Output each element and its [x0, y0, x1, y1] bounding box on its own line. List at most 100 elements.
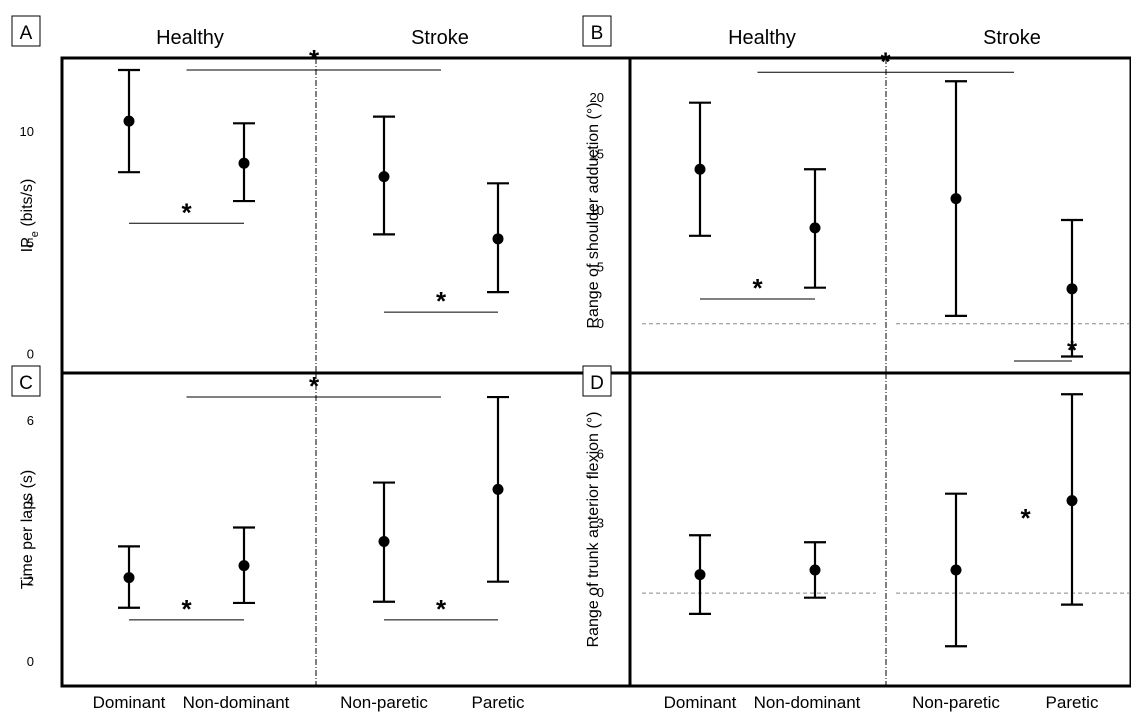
mean-point: [492, 233, 504, 245]
y-tick-label: 0: [597, 316, 604, 331]
mean-point: [123, 115, 135, 127]
x-category-label: Non-dominant: [183, 693, 290, 712]
y-axis-label: Time per laps (s): [19, 470, 36, 589]
mean-point: [378, 171, 390, 183]
significance-marker: *: [129, 594, 244, 624]
x-category-label: Dominant: [664, 693, 737, 712]
y-axis-label-main: Time per laps (s): [19, 470, 36, 589]
significance-star: *: [436, 286, 447, 316]
y-tick-label: 2: [27, 574, 34, 589]
panel-label-text: A: [20, 23, 33, 44]
group-label-healthy: Healthy: [156, 27, 224, 49]
y-axis-label: Range of trunk anterior flexion (°): [585, 412, 602, 648]
error-bar-non-paretic: [945, 492, 967, 648]
error-bar-non-dominant: [233, 122, 255, 203]
mean-point: [378, 536, 390, 548]
y-tick-label: 4: [27, 493, 34, 508]
significance-star: *: [1067, 335, 1078, 365]
significance-marker: *: [757, 46, 1014, 76]
y-axis-label-unit: (bits/s): [19, 179, 36, 231]
panel-label-box: [11, 365, 41, 397]
group-label-stroke: Stroke: [411, 27, 469, 49]
significance-star: *: [181, 197, 192, 227]
significance-star: *: [309, 371, 320, 401]
y-tick-label: 6: [597, 446, 604, 461]
error-bar-paretic: [487, 182, 509, 294]
panel-label: C: [11, 365, 41, 397]
significance-marker: *: [700, 273, 815, 303]
panel-d: 0 3 6 D Range of trunk anterior flexion (°) *…: [582, 365, 1131, 712]
significance-star: *: [181, 594, 192, 624]
y-tick-label: 6: [27, 413, 34, 428]
plot-frame: [60, 56, 632, 375]
panel-c: 0 2 4 6 C Time per laps (s) * * * Dominant Non-dom…: [11, 365, 632, 712]
y-tick-label: 20: [590, 90, 604, 105]
significance-marker: *: [384, 286, 498, 316]
x-category-label: Dominant: [93, 693, 166, 712]
significance-star: *: [1021, 503, 1032, 533]
error-bar-non-paretic: [945, 80, 967, 317]
y-tick-label: 10: [590, 203, 604, 218]
y-axis-label-main: Range of trunk anterior flexion (°): [585, 412, 602, 648]
panel-label-box: [582, 15, 612, 47]
error-bar-non-dominant: [804, 168, 826, 289]
error-bar-dominant: [118, 545, 140, 609]
mean-point: [809, 222, 821, 234]
error-bar-non-paretic: [373, 481, 395, 603]
y-tick-label: 5: [27, 235, 34, 250]
mean-point: [950, 193, 962, 205]
panel-label-text: C: [19, 373, 33, 394]
plot-frame: [628, 371, 1131, 688]
panel-b: 0 5 10 15 20 B Healthy Stroke Range of shoulder …: [582, 15, 1131, 375]
error-bar-dominant: [118, 68, 140, 174]
plot-frame: [628, 56, 1131, 375]
significance-marker: *: [129, 197, 244, 227]
significance-star: *: [880, 46, 891, 76]
y-tick-label: 0: [27, 654, 34, 669]
error-bar-paretic: [1061, 393, 1083, 606]
y-axis-label-main: IP: [19, 237, 36, 252]
panel-label-text: B: [591, 23, 604, 44]
y-tick-label: 0: [27, 346, 34, 361]
plot-frame: [60, 371, 632, 688]
significance-star: *: [309, 44, 320, 74]
significance-star: *: [436, 594, 447, 624]
error-bar-non-paretic: [373, 115, 395, 236]
x-category-label: Non-dominant: [754, 693, 861, 712]
significance-marker: *: [1014, 335, 1078, 365]
mean-point: [1066, 495, 1078, 507]
x-category-label: Paretic: [472, 693, 525, 712]
significance-marker: *: [186, 371, 441, 401]
group-label-healthy: Healthy: [728, 27, 796, 49]
significance-marker: *: [384, 594, 498, 624]
error-bar-dominant: [689, 534, 711, 615]
panel-a: 0 5 10 A Healthy Stroke IPe (bits/s) * * *: [11, 15, 632, 375]
group-label-stroke: Stroke: [983, 27, 1041, 49]
x-category-label: Non-paretic: [340, 693, 428, 712]
significance-marker: *: [186, 44, 441, 74]
y-axis-label-subscript: e: [29, 231, 41, 237]
y-tick-label: 0: [597, 585, 604, 600]
y-tick-label: 10: [20, 124, 34, 139]
panel-label-text: D: [590, 373, 604, 394]
mean-point: [694, 569, 706, 581]
y-axis-label: Range of shoulder adduction (°): [585, 102, 602, 328]
error-bar-dominant: [689, 101, 711, 237]
y-axis-label: IPe (bits/s): [19, 179, 41, 253]
panel-label-box: [11, 15, 41, 47]
error-bar-paretic: [487, 395, 509, 583]
error-bar-paretic: [1061, 218, 1083, 358]
panel-label: A: [11, 15, 41, 47]
mean-point: [1066, 283, 1078, 295]
panel-label: B: [582, 15, 612, 47]
mean-point: [123, 572, 135, 584]
y-tick-label: 15: [590, 147, 604, 162]
error-bar-non-dominant: [233, 526, 255, 605]
mean-point: [492, 483, 504, 495]
significance-star: *: [752, 273, 763, 303]
significance-marker: *: [1021, 503, 1032, 533]
error-bar-non-dominant: [804, 541, 826, 599]
mean-point: [950, 564, 962, 576]
mean-point: [238, 157, 250, 169]
y-tick-label: 5: [597, 259, 604, 274]
